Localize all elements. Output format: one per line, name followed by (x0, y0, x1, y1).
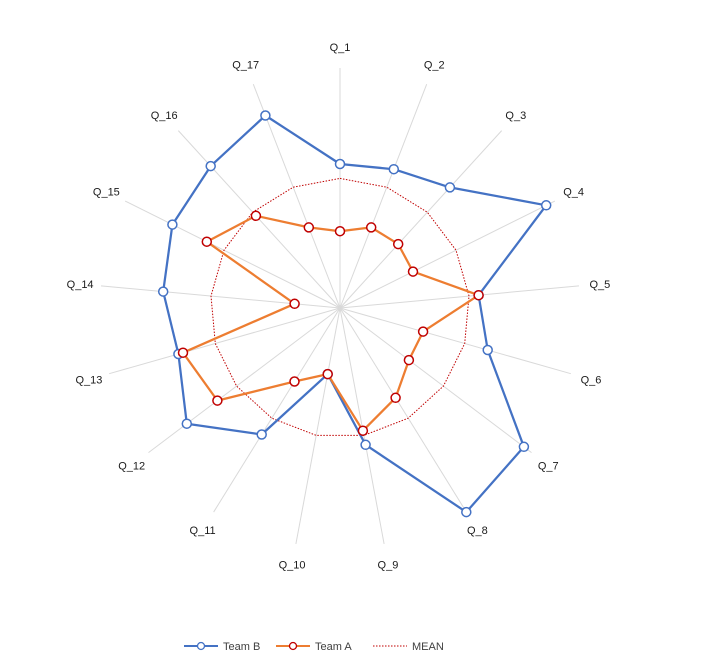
legend-marker-team-a (288, 641, 298, 651)
category-label-q-17: Q_17 (232, 60, 259, 72)
spoke-q-5 (339, 285, 580, 309)
spoke-q-8 (339, 307, 467, 513)
category-label-q-12: Q_12 (118, 460, 145, 472)
point-team-a-q-12 (212, 395, 223, 406)
point-team-b-q-2 (388, 163, 400, 175)
category-label-q-8: Q_8 (467, 525, 488, 537)
category-label-q-14: Q_14 (67, 279, 94, 291)
spoke-q-17 (252, 84, 341, 309)
spoke-q-14 (100, 285, 341, 309)
point-team-b-q-1 (334, 158, 346, 170)
point-team-a-q-15 (201, 236, 213, 247)
category-label-q-5: Q_5 (589, 279, 610, 291)
point-team-a-q-17 (303, 222, 315, 233)
category-label-q-7: Q_7 (538, 460, 559, 472)
point-team-b-q-6 (482, 344, 493, 356)
category-labels: Q_1 Q_2 Q_3 Q_4 Q_5 Q_6 Q_7 Q_8 Q_9 Q_10 Q_11 Q_12 Q… (67, 42, 611, 572)
legend-label-team-a: Team A (315, 641, 352, 653)
spoke-q-11 (213, 307, 341, 513)
point-team-a-q-3 (392, 238, 404, 250)
category-label-q-16: Q_16 (151, 110, 178, 122)
point-team-b-q-14 (157, 286, 169, 297)
legend-item-mean: MEAN (373, 641, 444, 653)
point-team-a-q-7 (403, 354, 415, 366)
series-layer (157, 110, 552, 518)
point-team-a-q-2 (365, 222, 377, 233)
legend-item-team-b: Team B (184, 641, 260, 653)
spoke-q-15 (124, 200, 341, 309)
legend-marker-team-b (196, 641, 206, 651)
point-team-b-q-4 (540, 200, 552, 211)
series-line-team-b (162, 114, 548, 514)
spoke-q-10 (295, 307, 341, 545)
legend-label-mean: MEAN (412, 641, 444, 653)
point-team-b-q-15 (167, 219, 178, 230)
category-label-q-1: Q_1 (330, 42, 351, 54)
point-team-b-q-12 (181, 418, 193, 429)
spoke-q-4 (339, 200, 556, 309)
point-team-b-q-11 (256, 429, 267, 440)
point-team-a-q-11 (289, 376, 300, 387)
category-label-q-15: Q_15 (93, 187, 120, 199)
point-team-a-q-5 (473, 289, 484, 301)
point-team-a-q-9 (357, 425, 369, 436)
point-team-b-q-16 (205, 160, 216, 172)
point-team-a-q-14 (289, 298, 300, 310)
legend: Team B Team A MEAN (184, 641, 444, 653)
legend-item-team-a: Team A (276, 641, 352, 653)
point-team-a-q-10 (322, 368, 333, 380)
category-label-q-13: Q_13 (76, 374, 103, 386)
category-label-q-11: Q_11 (190, 525, 216, 537)
spoke-q-12 (148, 307, 341, 454)
point-team-b-q-8 (461, 506, 472, 518)
category-label-q-10: Q_10 (279, 560, 306, 572)
spoke-q-13 (109, 307, 341, 375)
category-label-q-3: Q_3 (505, 110, 526, 122)
point-team-a-q-8 (390, 392, 401, 404)
category-label-q-2: Q_2 (424, 60, 445, 72)
point-team-a-q-1 (334, 225, 346, 237)
point-team-a-q-13 (177, 347, 189, 358)
spoke-q-7 (339, 307, 532, 454)
category-label-q-4: Q_4 (563, 187, 584, 199)
radar-grid (100, 68, 580, 545)
legend-label-team-b: Team B (223, 641, 260, 653)
category-label-q-9: Q_9 (378, 560, 399, 572)
point-team-b-q-17 (260, 110, 271, 121)
point-team-a-q-6 (417, 326, 429, 337)
spoke-q-6 (339, 307, 571, 375)
point-team-a-q-16 (250, 210, 262, 222)
spoke-q-3 (339, 130, 503, 309)
category-label-q-6: Q_6 (581, 374, 602, 386)
point-team-a-q-4 (407, 266, 419, 277)
spoke-q-2 (339, 84, 428, 309)
point-team-b-q-7 (518, 441, 530, 453)
point-team-b-q-9 (360, 439, 371, 451)
point-team-b-q-3 (444, 182, 456, 193)
